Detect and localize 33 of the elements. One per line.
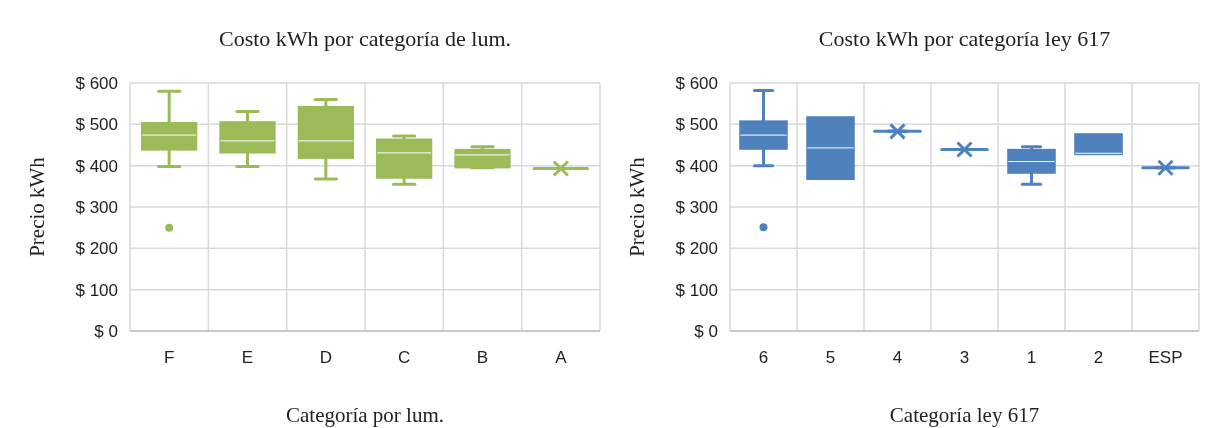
x-tick-label: 3 (959, 348, 970, 367)
x-tick-label: C (398, 348, 411, 367)
x-axis-title: Categoría ley 617 (889, 403, 1040, 427)
x-tick-label: 5 (825, 348, 836, 367)
x-tick-label: F (163, 348, 175, 367)
chart-title: Costo kWh por categoría de lum. (218, 26, 512, 51)
y-tick-label: $ 300 (675, 197, 718, 217)
y-tick-label: $ 600 (75, 73, 118, 93)
x-tick-label: D (319, 348, 332, 367)
y-tick-label: $ 300 (75, 197, 118, 217)
y-tick-label: $ 200 (675, 239, 718, 259)
x-tick-label: 2 (1093, 348, 1104, 367)
x-axis-title: Categoría por lum. (285, 403, 445, 427)
chart-title: Costo kWh por categoría ley 617 (818, 26, 1111, 51)
y-tick-label: $ 400 (675, 156, 718, 176)
y-tick-label: $ 0 (694, 321, 718, 341)
y-tick-label: $ 100 (675, 280, 718, 300)
y-tick-label: $ 500 (675, 115, 718, 135)
y-axis-title: Precio kWh (625, 156, 649, 257)
x-tick-label: B (476, 348, 489, 367)
x-tick-label: 1 (1026, 348, 1037, 367)
x-tick-label: E (241, 348, 254, 367)
y-tick-label: $ 400 (75, 156, 118, 176)
x-tick-label: 4 (892, 348, 903, 367)
x-tick-label: ESP (1148, 348, 1183, 367)
y-tick-label: $ 500 (75, 115, 118, 135)
y-tick-label: $ 200 (75, 239, 118, 259)
y-tick-label: $ 0 (94, 321, 118, 341)
x-tick-label: 6 (758, 348, 769, 367)
y-axis-title: Precio kWh (25, 156, 49, 257)
y-tick-label: $ 100 (75, 280, 118, 300)
y-tick-label: $ 600 (675, 73, 718, 93)
x-tick-label: A (555, 348, 568, 367)
